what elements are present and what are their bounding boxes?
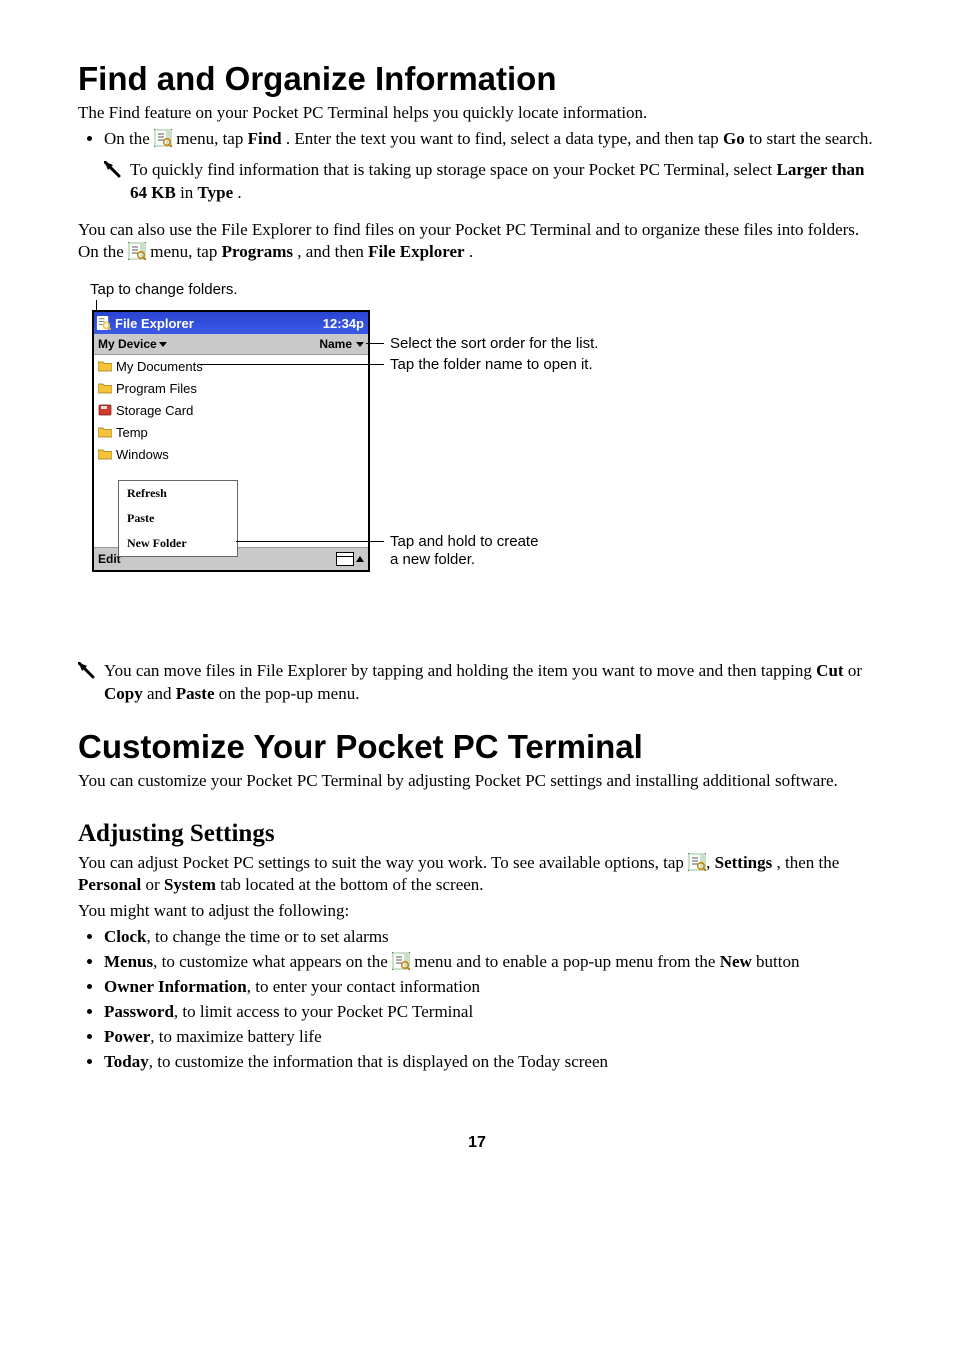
leader-line xyxy=(200,364,384,365)
folder-name: Program Files xyxy=(116,381,197,396)
text: tab located at the bottom of the screen. xyxy=(220,875,483,894)
paste-label: Paste xyxy=(176,684,215,703)
text: to start the search. xyxy=(749,129,873,148)
toolbar: My Device Name xyxy=(94,334,368,355)
cut-label: Cut xyxy=(816,661,843,680)
folder-name: My Documents xyxy=(116,359,203,374)
file-explorer-screenshot: File Explorer 12:34p My Device Name My D… xyxy=(92,310,692,650)
settings-bullets: Clock, to change the time or to set alar… xyxy=(78,926,876,1074)
heading-find: Find and Organize Information xyxy=(78,60,876,98)
start-menu-icon xyxy=(392,952,410,970)
start-menu-icon xyxy=(688,853,706,871)
find-label: Find xyxy=(248,129,282,148)
bullet-owner: Owner Information, to enter your contact… xyxy=(104,976,876,999)
copy-label: Copy xyxy=(104,684,143,703)
intro-paragraph: The Find feature on your Pocket PC Termi… xyxy=(78,102,876,124)
callout-sort: Select the sort order for the list. xyxy=(390,335,598,353)
clock: 12:34p xyxy=(323,316,364,331)
menu-item-paste[interactable]: Paste xyxy=(119,506,237,531)
programs-label: Programs xyxy=(222,242,293,261)
storage-card-icon xyxy=(98,404,112,416)
text: , xyxy=(706,853,715,872)
text: . Enter the text you want to find, selec… xyxy=(286,129,723,148)
titlebar: File Explorer 12:34p xyxy=(94,312,368,334)
heading-adjusting: Adjusting Settings xyxy=(78,820,876,848)
keyboard-icon[interactable] xyxy=(336,552,354,566)
system-label: System xyxy=(164,875,216,894)
text: menu, tap xyxy=(150,242,221,261)
text: or xyxy=(848,661,862,680)
text: To quickly find information that is taki… xyxy=(130,160,776,179)
list-item[interactable]: Temp xyxy=(94,421,368,443)
type-label: Type xyxy=(198,183,234,202)
customize-intro: You can customize your Pocket PC Termina… xyxy=(78,770,876,792)
settings-intro: You can adjust Pocket PC settings to sui… xyxy=(78,852,876,896)
personal-label: Personal xyxy=(78,875,141,894)
callout-newfolder: Tap and hold to createa new folder. xyxy=(390,533,538,569)
text: menu, tap xyxy=(176,129,247,148)
text: You can adjust Pocket PC settings to sui… xyxy=(78,853,688,872)
sort-dropdown[interactable]: Name xyxy=(319,337,364,351)
arrow-icon xyxy=(104,161,122,179)
sort-label: Name xyxy=(319,337,352,351)
file-explorer-label: File Explorer xyxy=(368,242,464,261)
move-files-tip: You can move files in File Explorer by t… xyxy=(78,660,876,706)
folder-name: Storage Card xyxy=(116,403,193,418)
find-bullet: On the menu, tap Find . Enter the text y… xyxy=(104,128,876,151)
menu-item-refresh[interactable]: Refresh xyxy=(119,481,237,506)
leader-line xyxy=(366,343,384,344)
text: on the pop-up menu. xyxy=(219,684,360,703)
page-number: 17 xyxy=(78,1134,876,1182)
context-menu: Refresh Paste New Folder xyxy=(118,480,238,557)
text: On the xyxy=(104,129,154,148)
file-explorer-intro: You can also use the File Explorer to fi… xyxy=(78,219,876,263)
heading-customize: Customize Your Pocket PC Terminal xyxy=(78,728,876,766)
folder-name: Windows xyxy=(116,447,169,462)
text: You can move files in File Explorer by t… xyxy=(104,661,816,680)
folder-icon xyxy=(98,382,112,394)
folder-icon xyxy=(98,426,112,438)
start-menu-icon xyxy=(154,129,172,147)
text: and xyxy=(147,684,176,703)
list-item[interactable]: Storage Card xyxy=(94,399,368,421)
location-dropdown[interactable]: My Device xyxy=(98,337,167,351)
up-triangle-icon[interactable] xyxy=(356,556,364,562)
list-item[interactable]: My Documents xyxy=(94,355,368,377)
start-menu-icon[interactable] xyxy=(96,315,112,331)
adjust-lead-in: You might want to adjust the following: xyxy=(78,900,876,922)
text: . xyxy=(237,183,241,202)
find-bullet-list: On the menu, tap Find . Enter the text y… xyxy=(78,128,876,151)
storage-tip: To quickly find information that is taki… xyxy=(104,159,876,205)
location-label: My Device xyxy=(98,337,157,351)
caption-change-folders: Tap to change folders. xyxy=(90,281,876,298)
text: , and then xyxy=(297,242,368,261)
text: or xyxy=(146,875,164,894)
folder-icon xyxy=(98,360,112,372)
leader-line xyxy=(236,541,384,542)
caption-leader-line xyxy=(96,300,97,310)
menu-item-new-folder[interactable]: New Folder xyxy=(119,531,237,556)
arrow-icon xyxy=(78,662,96,680)
bullet-power: Power, to maximize battery life xyxy=(104,1026,876,1049)
bullet-today: Today, to customize the information that… xyxy=(104,1051,876,1074)
bullet-clock: Clock, to change the time or to set alar… xyxy=(104,926,876,949)
settings-label: Settings xyxy=(715,853,773,872)
go-label: Go xyxy=(723,129,745,148)
start-menu-icon xyxy=(128,242,146,260)
text: , then the xyxy=(777,853,840,872)
callout-open: Tap the folder name to open it. xyxy=(390,356,593,374)
window-title: File Explorer xyxy=(115,316,194,331)
bullet-menus: Menus, to customize what appears on the … xyxy=(104,951,876,974)
list-item[interactable]: Program Files xyxy=(94,377,368,399)
bullet-password: Password, to limit access to your Pocket… xyxy=(104,1001,876,1024)
list-item[interactable]: Windows xyxy=(94,443,368,465)
text: in xyxy=(180,183,197,202)
text: . xyxy=(469,242,473,261)
folder-name: Temp xyxy=(116,425,148,440)
folder-icon xyxy=(98,448,112,460)
